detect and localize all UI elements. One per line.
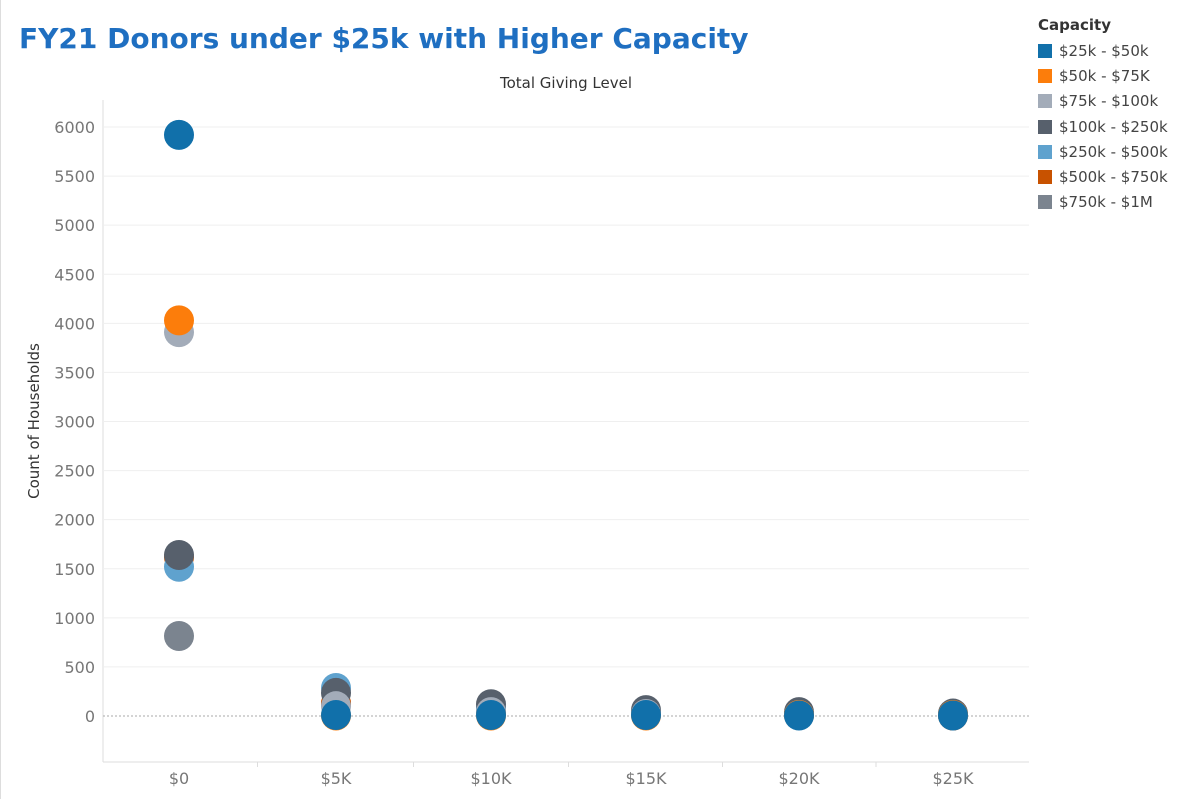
y-tick-label: 4000 [54, 314, 95, 333]
data-point [784, 700, 814, 731]
data-point [476, 700, 506, 731]
x-axis-title: Total Giving Level [499, 74, 633, 92]
scatter-plot: 0 500 1000 1500 2000 2500 3000 3500 4000 4500 5000… [54, 100, 1029, 788]
data-point [938, 700, 968, 731]
x-tick-label: $25K [932, 769, 974, 788]
legend: Capacity $25k - $50k $50k - $75K $75k - $1… [1038, 16, 1168, 215]
legend-item[interactable]: $50k - $75K [1038, 63, 1168, 88]
legend-item[interactable]: $75k - $100k [1038, 89, 1168, 114]
legend-item[interactable]: $250k - $500k [1038, 139, 1168, 164]
x-tick-label: $0 [169, 769, 189, 788]
legend-label: $500k - $750k [1059, 168, 1168, 187]
y-tick-label: 3000 [54, 413, 95, 432]
y-tick-label: 1500 [54, 560, 95, 579]
x-tick-label: $10K [470, 769, 512, 788]
legend-swatch [1038, 144, 1052, 159]
chart-title: FY21 Donors under $25k with Higher Capac… [19, 22, 749, 55]
legend-swatch [1038, 68, 1052, 83]
y-tick-label: 6000 [54, 118, 95, 137]
legend-label: $75k - $100k [1059, 92, 1159, 111]
legend-title: Capacity [1038, 16, 1111, 34]
data-point [631, 700, 661, 731]
y-tick-label: 5000 [54, 216, 95, 235]
legend-swatch [1038, 170, 1052, 185]
y-tick-label: 2000 [54, 511, 95, 530]
legend-swatch [1038, 195, 1052, 210]
y-tick-label: 0 [85, 707, 95, 726]
data-point [164, 540, 194, 571]
legend-swatch [1038, 43, 1052, 58]
data-point [321, 700, 351, 731]
data-point [164, 305, 194, 336]
y-tick-label: 1000 [54, 609, 95, 628]
x-tick-label: $15K [625, 769, 667, 788]
y-tick-label: 500 [64, 658, 95, 677]
legend-swatch [1038, 94, 1052, 109]
legend-label: $750k - $1M [1059, 193, 1153, 212]
legend-item[interactable]: $25k - $50k [1038, 38, 1168, 63]
legend-item[interactable]: $750k - $1M [1038, 190, 1168, 215]
legend-label: $25k - $50k [1059, 41, 1149, 60]
y-tick-label: 2500 [54, 462, 95, 481]
legend-swatch [1038, 119, 1052, 134]
data-point [164, 119, 194, 150]
y-tick-label: 5500 [54, 167, 95, 186]
data-point [164, 620, 194, 651]
legend-item[interactable]: $100k - $250k [1038, 114, 1168, 139]
legend-label: $100k - $250k [1059, 117, 1168, 136]
x-tick-label: $5K [321, 769, 352, 788]
x-tick-label: $20K [778, 769, 820, 788]
legend-label: $50k - $75K [1059, 66, 1150, 85]
y-tick-label: 3500 [54, 363, 95, 382]
y-tick-label: 4500 [54, 265, 95, 284]
legend-item[interactable]: $500k - $750k [1038, 164, 1168, 189]
legend-label: $250k - $500k [1059, 142, 1168, 161]
